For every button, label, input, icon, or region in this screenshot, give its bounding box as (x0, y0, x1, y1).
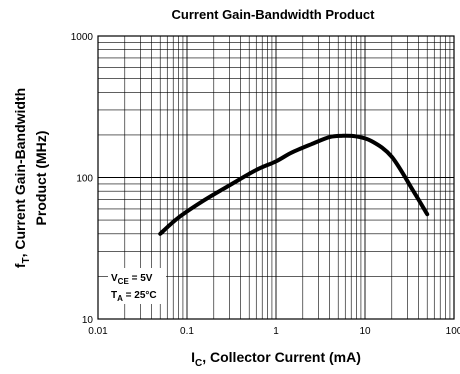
x-tick-label: 10 (359, 326, 371, 337)
annotation-box (108, 268, 166, 304)
x-tick-labels: 0.01 0.1 1 10 100 (88, 326, 460, 337)
y-tick-labels: 10 100 1000 (71, 32, 94, 326)
x-axis-label: IC, Collector Current (mA) (191, 349, 361, 369)
y-tick-label: 1000 (71, 32, 94, 43)
y-axis-label: fT, Current Gain-Bandwidth Product (MHz) (12, 88, 49, 268)
annotation-ta: TA = 25°C (111, 290, 157, 303)
chart-title: Current Gain-Bandwidth Product (172, 7, 376, 22)
y-axis-label-line2: Product (MHz) (33, 131, 49, 226)
x-tick-label: 0.1 (180, 326, 194, 337)
annotation-vce: VCE = 5V (111, 273, 153, 286)
x-tick-label: 1 (273, 326, 279, 337)
y-tick-label: 100 (76, 174, 93, 185)
series-line (158, 133, 430, 236)
y-axis-label-line1: fT, Current Gain-Bandwidth (12, 88, 32, 268)
y-tick-label: 10 (82, 315, 94, 326)
plot-frame (97, 35, 455, 320)
x-tick-label: 100 (446, 326, 460, 337)
x-tick-label: 0.01 (88, 326, 108, 337)
